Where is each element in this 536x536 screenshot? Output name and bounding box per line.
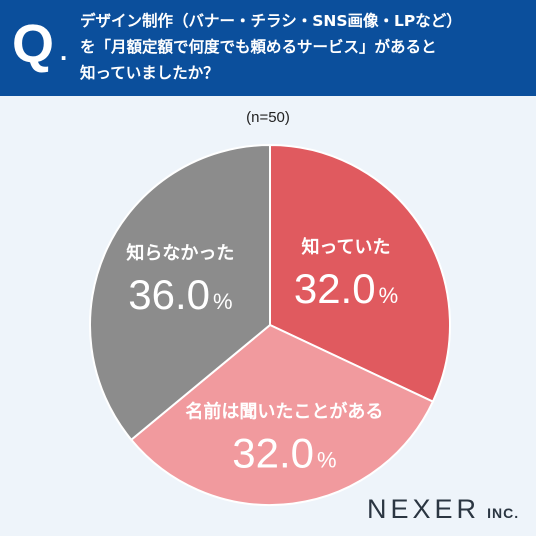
pie-slice	[129, 323, 435, 506]
brand-name: NEXER	[367, 494, 481, 524]
slice-label: 名前は聞いたことがある	[185, 400, 383, 422]
q-mark: Q	[12, 14, 55, 74]
question-header: Q . デザイン制作（バナー・チラシ・SNS画像・LPなど） を「月額定額で何度…	[0, 0, 536, 96]
question-text: デザイン制作（バナー・チラシ・SNS画像・LPなど） を「月額定額で何度でも頼め…	[80, 12, 462, 82]
nexer-logo: NEXER INC.	[367, 494, 519, 524]
slice-value-label: 32.0%	[294, 265, 398, 312]
slice-label: 知らなかった	[126, 242, 234, 264]
slice-label: 知っていた	[301, 236, 390, 258]
slice-value-label: 32.0%	[232, 429, 336, 476]
brand-suffix: INC.	[487, 505, 520, 521]
pie-slice	[269, 143, 451, 403]
pie-slice	[89, 143, 271, 442]
slice-value-label: 36.0%	[128, 271, 232, 318]
q-dot: .	[60, 36, 68, 66]
sample-size: (n=50)	[246, 109, 290, 126]
